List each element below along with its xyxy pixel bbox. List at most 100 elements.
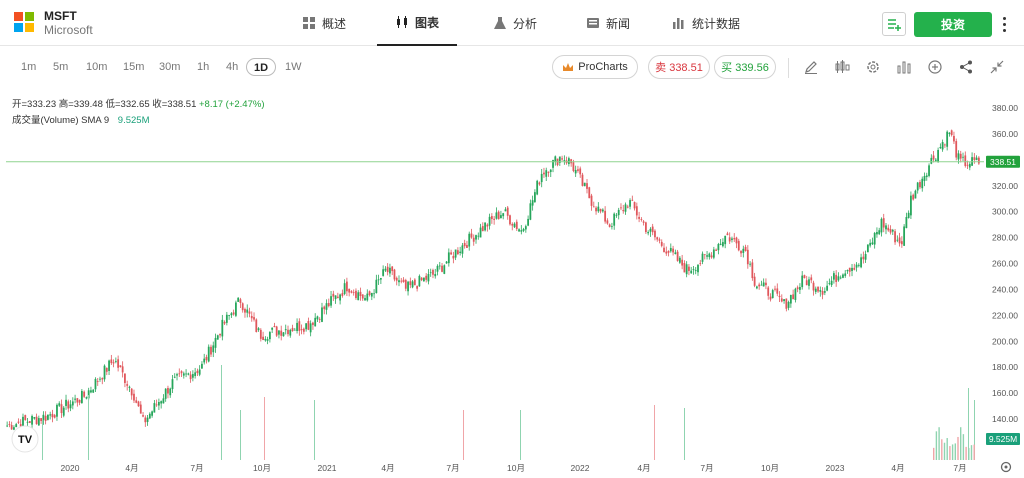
candle-body	[411, 281, 414, 288]
candle-body	[228, 315, 231, 316]
candle-body	[789, 295, 792, 304]
timeframe-30m[interactable]: 30m	[159, 61, 181, 73]
candle-body	[167, 387, 169, 394]
candle-body	[273, 326, 276, 328]
x-tick-label: 7月	[446, 463, 459, 473]
procharts-label: ProCharts	[578, 61, 628, 73]
timeframe-5m[interactable]: 5m	[53, 61, 69, 73]
candle-body	[386, 266, 389, 273]
candle-body	[463, 242, 466, 247]
candle-body	[182, 373, 185, 376]
volume-bar	[973, 444, 975, 460]
candle-body	[178, 373, 181, 375]
candle-body	[225, 314, 228, 323]
candle-body	[402, 279, 405, 283]
candle-body	[472, 237, 475, 242]
tab-news[interactable]: 新闻	[586, 0, 630, 46]
candle-body	[130, 388, 133, 396]
add-circle-icon[interactable]	[927, 59, 943, 75]
candle-body	[914, 190, 917, 199]
candle-body	[198, 369, 201, 375]
candle-body	[520, 230, 523, 232]
candle-body	[647, 232, 650, 234]
tab-statistics[interactable]: 统计数据	[672, 0, 740, 46]
volume-tag-label: 9.525M	[989, 434, 1017, 444]
candle-body	[407, 281, 409, 292]
candle-body	[828, 283, 831, 284]
tab-chart[interactable]: 图表	[377, 0, 457, 46]
gear-icon[interactable]	[865, 59, 881, 75]
candle-body	[552, 159, 554, 168]
candle-body	[248, 311, 251, 314]
candle-body	[114, 361, 117, 363]
x-tick-label: 10月	[507, 463, 525, 473]
candle-body	[314, 317, 317, 327]
candle-body	[712, 249, 715, 258]
more-options-icon[interactable]	[998, 12, 1010, 36]
volume-bar	[314, 400, 315, 460]
current-volume-tag: 9.525M	[986, 433, 1020, 445]
instrument-name: Microsoft	[44, 23, 93, 37]
candle-body	[384, 268, 387, 271]
candle-body	[144, 417, 147, 423]
time-axis: 2020 4月 7月 10月 2021 4月 7月 10月 2022 4月 7月 10月 2023 4月 7…	[61, 463, 967, 473]
candle-body	[33, 417, 36, 419]
timeframe-10m[interactable]: 10m	[86, 61, 108, 73]
candle-body	[771, 290, 774, 298]
timeframe-15m[interactable]: 15m	[123, 61, 145, 73]
chart-settings-icon[interactable]	[1000, 461, 1012, 473]
candle-body	[848, 267, 851, 272]
candle-body	[638, 216, 640, 219]
procharts-button[interactable]: ProCharts	[552, 55, 638, 79]
tab-analysis[interactable]: 分析	[493, 0, 537, 46]
candle-body	[511, 223, 514, 226]
candle-body	[823, 291, 826, 293]
candle-body	[42, 414, 45, 420]
candle-body	[466, 245, 468, 248]
microsoft-logo-icon	[14, 12, 34, 32]
share-icon[interactable]	[958, 59, 974, 75]
candle-body	[17, 421, 20, 423]
candle-body	[395, 277, 398, 281]
chart-toolbar: 1m 5m 10m 15m 30m 1h 4h 1D 1W ProCharts …	[0, 46, 1024, 88]
candle-body	[321, 307, 323, 322]
candle-body	[749, 263, 751, 265]
invest-button[interactable]: 投资	[914, 12, 992, 37]
x-tick-label: 4月	[125, 463, 138, 473]
x-tick-label: 7月	[700, 463, 713, 473]
volume-bar	[264, 397, 265, 460]
candle-body	[538, 182, 541, 185]
add-watchlist-button[interactable]	[882, 12, 906, 36]
candle-body	[110, 359, 113, 364]
candle-body	[280, 330, 283, 336]
draw-pencil-icon[interactable]	[803, 59, 819, 75]
price-chart[interactable]: 380.00360.00340.00320.00300.00280.00260.…	[0, 88, 1024, 478]
tab-overview[interactable]: 概述	[302, 0, 346, 46]
volume-legend: 成交量(Volume) SMA 9 9.525M	[12, 112, 149, 126]
buy-button[interactable]: 买 339.56	[714, 55, 776, 79]
candle-body	[660, 241, 663, 246]
volume-tag-box	[986, 433, 1020, 445]
candle-body	[844, 273, 847, 276]
chart-type-candles-icon[interactable]	[834, 59, 850, 75]
timeframe-1h[interactable]: 1h	[197, 61, 210, 73]
sell-button[interactable]: 卖 338.51	[648, 55, 710, 79]
candle-body	[633, 202, 636, 209]
candle-body	[316, 316, 319, 320]
candle-body	[599, 208, 602, 212]
candle-body	[665, 251, 668, 254]
candle-body	[629, 200, 631, 207]
timeframe-1d[interactable]: 1D	[246, 58, 277, 76]
timeframe-1w[interactable]: 1W	[285, 61, 302, 73]
timeframe-1m[interactable]: 1m	[21, 61, 37, 73]
candle-body	[393, 269, 396, 280]
timeframe-4h[interactable]: 4h	[226, 61, 239, 73]
collapse-icon[interactable]	[989, 59, 1005, 75]
candle-body	[821, 291, 824, 295]
x-tick-label: 4月	[637, 463, 650, 473]
volume-layer	[42, 365, 975, 460]
y-tick-label: 300.00	[992, 207, 1018, 217]
indicators-icon[interactable]	[896, 59, 912, 75]
candle-body	[375, 279, 378, 294]
volume-bar	[957, 436, 959, 460]
